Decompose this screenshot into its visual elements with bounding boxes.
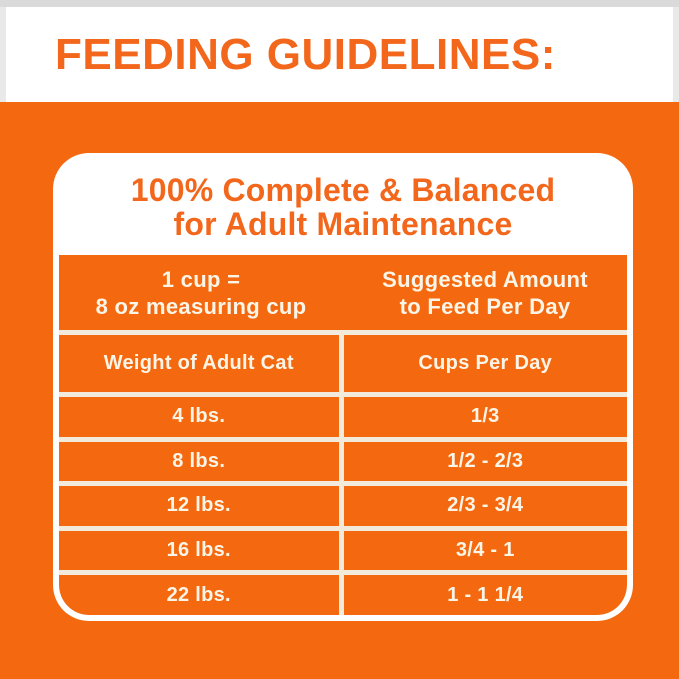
cell-weight: 12 lbs. <box>59 486 339 526</box>
cup-definition-line1: 1 cup = <box>161 266 241 292</box>
header-band: FEEDING GUIDELINES: <box>0 7 679 102</box>
feeding-table: 1 cup = 8 oz measuring cup Suggested Amo… <box>59 255 627 615</box>
suggested-amount-line2: to Feed Per Day <box>399 293 571 319</box>
cell-cups: 3/4 - 1 <box>343 530 627 571</box>
column-header-cups: Cups Per Day <box>343 335 627 392</box>
feeding-panel: 100% Complete & Balanced for Adult Maint… <box>53 153 633 621</box>
cell-weight: 22 lbs. <box>59 575 339 615</box>
cup-definition: 1 cup = 8 oz measuring cup <box>59 255 343 330</box>
feeding-panel-inner: 100% Complete & Balanced for Adult Maint… <box>59 159 627 615</box>
cell-cups: 2/3 - 3/4 <box>343 486 627 526</box>
page-title: FEEDING GUIDELINES: <box>55 29 556 79</box>
panel-title-line1: 100% Complete & Balanced <box>130 172 556 208</box>
column-header-weight: Weight of Adult Cat <box>59 335 339 392</box>
suggested-amount-heading: Suggested Amount to Feed Per Day <box>343 255 627 330</box>
cup-definition-line2: 8 oz measuring cup <box>95 293 307 319</box>
intro-row: 1 cup = 8 oz measuring cup Suggested Amo… <box>59 255 627 330</box>
panel-title-line2: for Adult Maintenance <box>173 206 513 242</box>
cell-weight: 4 lbs. <box>59 397 339 437</box>
top-edge-strip <box>0 0 679 7</box>
panel-title: 100% Complete & Balanced for Adult Maint… <box>59 159 627 255</box>
suggested-amount-line1: Suggested Amount <box>382 266 588 292</box>
cell-cups: 1/3 <box>343 397 627 437</box>
cell-weight: 8 lbs. <box>59 441 339 482</box>
cell-cups: 1/2 - 2/3 <box>343 441 627 482</box>
cell-weight: 16 lbs. <box>59 530 339 571</box>
cell-cups: 1 - 1 1/4 <box>343 575 627 615</box>
